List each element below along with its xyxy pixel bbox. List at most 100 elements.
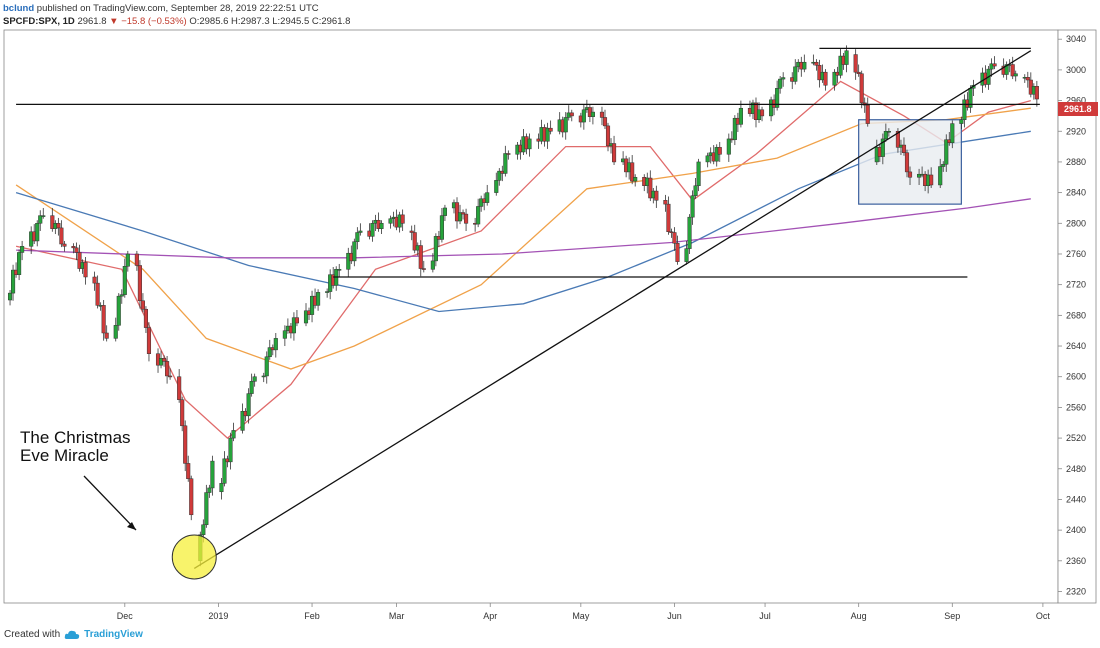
candle-body-172 — [732, 117, 737, 140]
x-axis-ticks: Dec 2019 Feb Mar Apr May Jun Jul Aug Sep Oct — [117, 603, 1050, 621]
y-tick-label-17: 3000 — [1066, 65, 1086, 75]
candle-body-39 — [168, 375, 173, 378]
candle-body-129 — [548, 127, 553, 132]
last-price-marker: 2961.8 — [1058, 102, 1098, 116]
x-tick-label-2: Feb — [304, 611, 320, 621]
y-tick-label-6: 2560 — [1066, 402, 1086, 412]
tradingview-brand[interactable]: TradingView — [84, 629, 143, 640]
candle-body-21 — [95, 282, 100, 306]
candles — [7, 45, 1039, 567]
y-tick-label-1: 2360 — [1066, 556, 1086, 566]
candle-body-215 — [917, 173, 922, 178]
symbol-label: SPCFD:SPX, 1D — [3, 16, 75, 27]
candle-body-62 — [267, 347, 272, 358]
y-tick-label-14: 2880 — [1066, 157, 1086, 167]
candle-body-141 — [602, 117, 608, 127]
candle-body-19 — [83, 262, 88, 278]
candle-body-134 — [569, 112, 574, 117]
chart-header: bclund published on TradingView.com, Sep… — [3, 2, 1097, 30]
candle-body-191 — [814, 61, 819, 66]
candle-body-241 — [1025, 77, 1030, 81]
candle-body-57 — [246, 393, 251, 417]
candle-body-156 — [666, 203, 671, 232]
candle-body-58 — [249, 381, 254, 394]
candle-body-115 — [494, 180, 499, 193]
candle-body-157 — [669, 231, 674, 233]
candle-body-111 — [476, 206, 481, 225]
y-tick-label-9: 2680 — [1066, 310, 1086, 320]
candle-body-104 — [442, 207, 447, 216]
candle-body-183 — [778, 78, 783, 89]
candle-body-212 — [901, 144, 907, 153]
candle-body-47 — [204, 492, 209, 526]
candle-body-60 — [261, 375, 266, 378]
candle-body-114 — [485, 192, 490, 203]
y-tick-label-3: 2440 — [1066, 494, 1086, 504]
candle-body-83 — [355, 232, 360, 242]
candle-body-103 — [439, 215, 444, 240]
candle-body-74 — [316, 292, 321, 306]
candle-body-3 — [17, 252, 22, 275]
candle-body-224 — [950, 123, 955, 144]
candle-body-226 — [962, 99, 967, 120]
candle-body-108 — [460, 212, 466, 215]
trendline-0[interactable] — [193, 50, 1032, 570]
candle-body-219 — [929, 174, 934, 186]
candle-body-80 — [346, 252, 351, 270]
candle-body-159 — [675, 242, 680, 262]
candle-body-160 — [684, 248, 689, 262]
candle-body-50 — [219, 483, 224, 493]
price-change: −15.8 (−0.53%) — [121, 16, 187, 27]
x-tick-label-6: Jun — [667, 611, 682, 621]
candle-body-10 — [50, 215, 55, 229]
annotation-layer: The Christmas Eve Miracle — [20, 428, 217, 580]
candle-body-46 — [201, 524, 206, 535]
candle-body-70 — [303, 310, 309, 324]
candle-body-163 — [693, 185, 698, 196]
candle-body-128 — [545, 127, 550, 142]
candle-body-59 — [252, 376, 257, 382]
y-tick-label-12: 2800 — [1066, 218, 1086, 228]
y-tick-label-10: 2720 — [1066, 280, 1086, 290]
y-tick-label-5: 2520 — [1066, 433, 1086, 443]
candle-body-61 — [264, 356, 269, 377]
candle-body-202 — [859, 73, 864, 104]
candle-body-53 — [228, 437, 233, 463]
candle-body-100 — [430, 260, 435, 270]
candle-body-119 — [506, 153, 511, 155]
y-axis-ticks: 2320 2360 2400 2440 2480 2520 2560 2600 2640 2680… — [1058, 34, 1086, 596]
candle-body-210 — [895, 131, 900, 148]
candle-body-195 — [832, 71, 837, 86]
candle-body-136 — [581, 109, 586, 123]
candle-body-140 — [599, 111, 605, 118]
candle-body-148 — [630, 162, 635, 182]
y-tick-label-0: 2320 — [1066, 586, 1086, 596]
candle-body-84 — [358, 230, 363, 233]
moving-average-3 — [16, 198, 1031, 259]
candle-body-182 — [775, 88, 780, 108]
y-tick-label-16: 2960 — [1066, 96, 1086, 106]
candle-body-222 — [944, 139, 949, 165]
y-tick-label-4: 2480 — [1066, 464, 1086, 474]
x-tick-label-8: Aug — [851, 611, 867, 621]
change-arrow: ▼ — [109, 16, 119, 27]
annotation-arrow — [83, 475, 137, 531]
candle-body-154 — [654, 190, 659, 201]
candle-body-189 — [802, 61, 807, 70]
x-tick-label-7: Jul — [759, 611, 771, 621]
candle-body-239 — [1013, 73, 1018, 77]
candle-body-220 — [938, 166, 943, 186]
candle-body-82 — [352, 241, 357, 262]
candle-body-1 — [11, 269, 16, 294]
candle-body-15 — [71, 246, 76, 249]
candle-body-7 — [35, 223, 40, 242]
candle-body-64 — [273, 338, 278, 351]
candle-body-164 — [696, 161, 701, 186]
candle-body-194 — [823, 71, 828, 86]
last-price-label: 2961.8 — [1064, 104, 1092, 114]
candle-body-208 — [883, 131, 888, 140]
candle-body-106 — [454, 202, 460, 222]
author-name[interactable]: bclund — [3, 3, 35, 14]
candle-body-186 — [793, 66, 798, 82]
